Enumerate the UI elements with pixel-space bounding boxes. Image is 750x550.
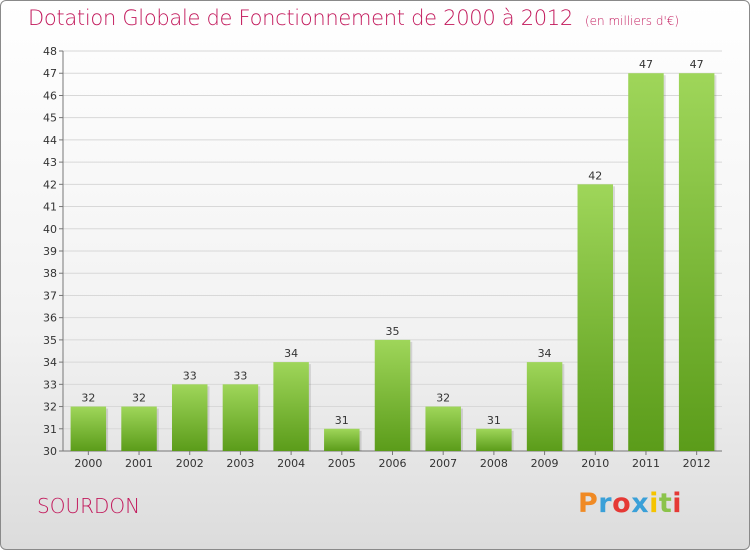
bar bbox=[171, 384, 208, 451]
y-tick-label: 40 bbox=[43, 223, 57, 236]
y-tick-label: 45 bbox=[43, 112, 57, 125]
bar bbox=[70, 406, 107, 451]
logo-letter: x bbox=[631, 488, 650, 519]
y-tick-label: 36 bbox=[43, 312, 57, 325]
y-tick-label: 41 bbox=[43, 201, 57, 214]
commune-name: SOURDON bbox=[37, 494, 141, 518]
bar bbox=[577, 184, 614, 452]
bar bbox=[222, 384, 259, 451]
x-tick-label: 2010 bbox=[581, 457, 609, 470]
y-tick-label: 30 bbox=[43, 445, 57, 458]
x-tick-label: 2007 bbox=[429, 457, 457, 470]
bar-value-label: 42 bbox=[588, 169, 602, 182]
bar-value-label: 33 bbox=[233, 369, 247, 382]
logo-letter: P bbox=[578, 488, 599, 519]
proxiti-logo: Proxiti bbox=[578, 488, 682, 519]
chart-subtitle: (en milliers d'€) bbox=[584, 14, 680, 28]
bar-value-label: 31 bbox=[487, 414, 501, 427]
y-tick-label: 38 bbox=[43, 267, 57, 280]
bar-value-label: 47 bbox=[639, 58, 653, 71]
bar-value-label: 34 bbox=[538, 347, 552, 360]
y-tick-label: 31 bbox=[43, 423, 57, 436]
y-tick-label: 34 bbox=[43, 356, 57, 369]
bar-value-label: 31 bbox=[335, 414, 349, 427]
y-tick-label: 46 bbox=[43, 89, 57, 102]
bar-value-label: 33 bbox=[183, 369, 197, 382]
bar-value-label: 35 bbox=[386, 325, 400, 338]
x-tick-label: 2005 bbox=[328, 457, 356, 470]
logo-letter: i bbox=[649, 488, 659, 519]
logo-letter: i bbox=[672, 488, 683, 519]
y-tick-label: 37 bbox=[43, 289, 57, 302]
y-tick-label: 39 bbox=[43, 245, 57, 258]
x-tick-label: 2002 bbox=[176, 457, 204, 470]
x-tick-label: 2006 bbox=[379, 457, 407, 470]
bar bbox=[425, 406, 461, 451]
y-axis-ticks: 30 31 32 33 34 35 36 37 38 39 40 41 42 43 44 45 46 47 48 bbox=[43, 45, 63, 458]
bar bbox=[526, 362, 563, 451]
logo-letter: t bbox=[658, 488, 673, 519]
bar-value-label: 34 bbox=[284, 347, 298, 360]
x-tick-label: 2008 bbox=[480, 457, 508, 470]
y-tick-label: 48 bbox=[43, 45, 57, 58]
bar bbox=[678, 73, 715, 451]
logo-letter: r bbox=[598, 488, 613, 519]
bars: 32 32 33 33 34 31 35 32 31 34 42 47 47 bbox=[70, 58, 717, 452]
bar bbox=[476, 428, 512, 451]
bar bbox=[324, 428, 360, 451]
bar-value-label: 32 bbox=[81, 392, 95, 405]
bar bbox=[273, 362, 309, 451]
y-tick-label: 35 bbox=[43, 334, 57, 347]
x-tick-label: 2012 bbox=[683, 457, 711, 470]
x-axis-ticks: 2000 2001 2002 2003 2004 2005 2006 2007 2008 2009… bbox=[74, 451, 711, 470]
x-tick-label: 2000 bbox=[74, 457, 102, 470]
y-tick-label: 42 bbox=[43, 178, 57, 191]
bar bbox=[374, 339, 411, 451]
y-tick-label: 44 bbox=[43, 134, 57, 147]
x-tick-label: 2003 bbox=[226, 457, 254, 470]
bar bbox=[121, 406, 157, 451]
logo-letter: o bbox=[612, 488, 632, 519]
bar bbox=[628, 73, 664, 451]
chart-title: Dotation Globale de Fonctionnement de 20… bbox=[28, 6, 680, 30]
x-tick-label: 2011 bbox=[632, 457, 660, 470]
bar-value-label: 47 bbox=[690, 58, 704, 71]
bar-value-label: 32 bbox=[436, 392, 450, 405]
x-tick-label: 2004 bbox=[277, 457, 305, 470]
x-tick-label: 2009 bbox=[531, 457, 559, 470]
y-tick-label: 33 bbox=[43, 378, 57, 391]
bar-value-label: 32 bbox=[132, 392, 146, 405]
y-tick-label: 47 bbox=[43, 67, 57, 80]
y-tick-label: 43 bbox=[43, 156, 57, 169]
y-tick-label: 32 bbox=[43, 401, 57, 414]
x-tick-label: 2001 bbox=[125, 457, 153, 470]
